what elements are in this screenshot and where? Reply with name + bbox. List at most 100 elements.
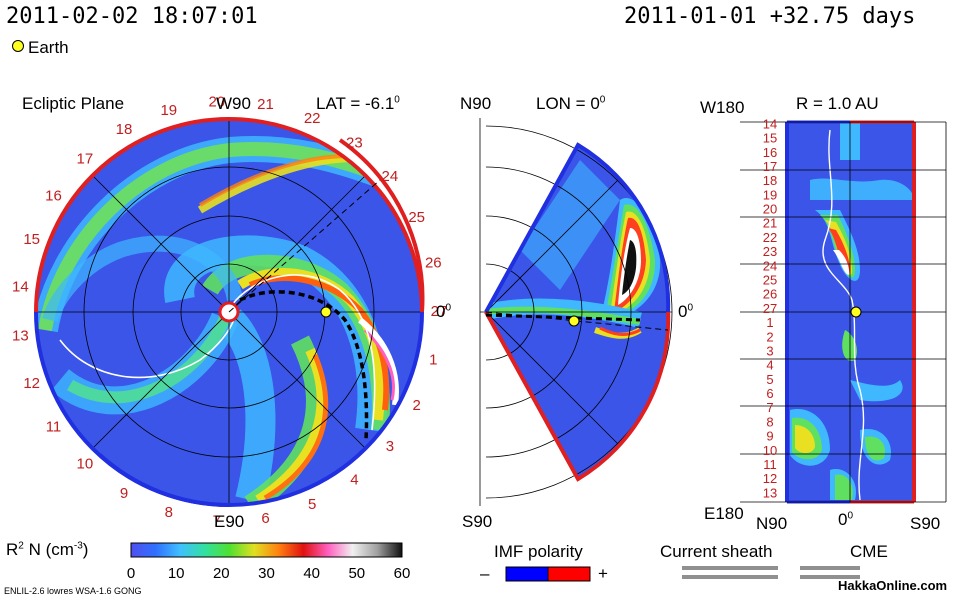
colorbar-tick-label: 30 xyxy=(258,565,275,582)
radial-day-label: 19 xyxy=(763,187,777,202)
radial-panel: 1415161718192021222324252627123456789101… xyxy=(740,116,947,504)
colorbar-tick-label: 10 xyxy=(168,565,185,582)
meridional-density xyxy=(486,160,661,339)
colorbar-ticks: 0 10 20 30 40 50 60 xyxy=(127,565,411,582)
imf-polarity-legend xyxy=(505,566,591,582)
imf-negative-swatch xyxy=(505,566,549,582)
watermark: HakkaOnline.com xyxy=(838,578,948,593)
model-info: ENLIL-2.6 lowres WSA-1.6 GONG xyxy=(4,586,142,596)
ecliptic-day-label: 22 xyxy=(304,110,321,127)
ecliptic-day-label: 13 xyxy=(12,327,29,344)
cme-swatch-bottom xyxy=(800,575,860,579)
radial-day-label: 4 xyxy=(766,358,773,373)
ecliptic-day-label: 6 xyxy=(261,510,269,527)
earth-field-line xyxy=(239,290,369,441)
earth-marker-radial xyxy=(850,306,862,318)
radial-day-label: 25 xyxy=(763,273,777,288)
earth-legend-icon xyxy=(12,40,24,52)
radial-x-mid: 00 xyxy=(838,510,854,529)
ecliptic-day-label: 7 xyxy=(213,513,221,530)
earth-legend-label: Earth xyxy=(28,38,69,57)
radial-title: R = 1.0 AU xyxy=(796,94,879,113)
lon-label: LON = 00 xyxy=(536,94,606,113)
colorbar: 0 10 20 30 40 50 60 xyxy=(127,542,411,582)
colorbar-gradient xyxy=(130,542,403,558)
ecliptic-day-label: 19 xyxy=(160,102,177,119)
ecliptic-day-label: 15 xyxy=(23,231,40,248)
ecliptic-day-label: 10 xyxy=(77,456,94,473)
radial-top-left: W180 xyxy=(700,98,745,117)
radial-day-label: 8 xyxy=(766,414,773,429)
ecliptic-day-label: 14 xyxy=(12,279,29,296)
ecliptic-day-label: 2 xyxy=(413,397,421,414)
radial-day-label: 9 xyxy=(766,429,773,444)
radial-day-label: 3 xyxy=(766,344,773,359)
earth-line xyxy=(228,179,381,313)
ecliptic-day-label: 1 xyxy=(429,351,437,368)
ecliptic-title: Ecliptic Plane xyxy=(22,94,125,113)
radial-bottom-left: E180 xyxy=(704,504,744,523)
radial-day-label: 5 xyxy=(766,372,773,387)
timestamp: 2011-02-02 18:07:01 xyxy=(6,4,258,29)
meridional-top-label: N90 xyxy=(460,94,492,113)
meridional-right-label: 00 xyxy=(678,302,694,321)
colorbar-tick-label: 40 xyxy=(303,565,320,582)
earth-legend: Earth xyxy=(12,38,69,58)
radial-day-label: 6 xyxy=(766,386,773,401)
radial-day-label: 13 xyxy=(763,485,777,500)
radial-day-label: 7 xyxy=(766,400,773,415)
colorbar-label: R2 N (cm-3) xyxy=(6,540,89,559)
radial-day-label: 15 xyxy=(763,131,777,146)
ecliptic-day-label: 4 xyxy=(350,471,358,488)
colorbar-tick-label: 20 xyxy=(213,565,230,582)
radial-day-label: 26 xyxy=(763,287,777,302)
radial-day-label: 2 xyxy=(766,329,773,344)
imf-title: IMF polarity xyxy=(494,542,583,561)
ecliptic-day-label: 8 xyxy=(165,504,173,521)
sheath-title: Current sheath xyxy=(660,542,773,561)
meridional-grid xyxy=(479,118,673,506)
ecliptic-day-label: 16 xyxy=(45,188,62,205)
radial-grid xyxy=(740,121,947,503)
earth-marker xyxy=(320,306,332,318)
cme-swatch-top xyxy=(800,566,860,570)
radial-day-label: 17 xyxy=(763,159,777,174)
cme-label: CME xyxy=(850,542,888,561)
imf-plus: + xyxy=(598,564,608,583)
density-spiral-arms xyxy=(36,136,399,505)
radial-day-label: 27 xyxy=(763,301,777,316)
polarity-arc-positive xyxy=(34,117,424,313)
radial-day-label: 11 xyxy=(763,457,777,472)
ecliptic-day-labels: 19 20 212223242526271234567891011121314151… xyxy=(12,93,447,529)
ecliptic-bottom-label: E90 xyxy=(214,512,245,531)
lat-label: LAT = -6.10 xyxy=(316,94,400,113)
ecliptic-day-label: 17 xyxy=(77,150,94,167)
radial-day-label: 23 xyxy=(763,244,777,259)
colorbar-tick-label: 50 xyxy=(348,565,365,582)
radial-day-label: 24 xyxy=(763,258,777,273)
colorbar-tick-label: 0 xyxy=(127,565,135,582)
radial-day-label: 21 xyxy=(763,216,777,231)
radial-density xyxy=(790,122,914,501)
radial-day-label: 20 xyxy=(763,202,777,217)
radial-day-label: 18 xyxy=(763,173,777,188)
ecliptic-day-label: 21 xyxy=(257,96,274,113)
ecliptic-panel: 19 20 212223242526271234567891011121314151… xyxy=(12,93,447,529)
sheath-swatch-bottom xyxy=(682,575,778,579)
ecliptic-day-label: 25 xyxy=(408,209,425,226)
ecliptic-day-label: 12 xyxy=(23,375,40,392)
ecliptic-day-label: 18 xyxy=(116,121,133,138)
start-offset: 2011-01-01 +32.75 days xyxy=(624,4,916,29)
radial-day-labels: 1415161718192021222324252627123456789101… xyxy=(763,116,777,500)
ecliptic-day-label: 11 xyxy=(46,418,62,435)
radial-day-label: 22 xyxy=(763,230,777,245)
imf-positive-swatch xyxy=(547,566,591,582)
ecliptic-day-label: 26 xyxy=(425,255,442,272)
ecliptic-day-label: 5 xyxy=(308,496,316,513)
radial-day-label: 16 xyxy=(763,145,777,160)
colorbar-tick-label: 60 xyxy=(394,565,411,582)
ecliptic-right-label: 00 xyxy=(436,302,452,321)
ecliptic-day-label: 3 xyxy=(386,438,394,455)
ecliptic-day-label: 24 xyxy=(382,168,399,185)
